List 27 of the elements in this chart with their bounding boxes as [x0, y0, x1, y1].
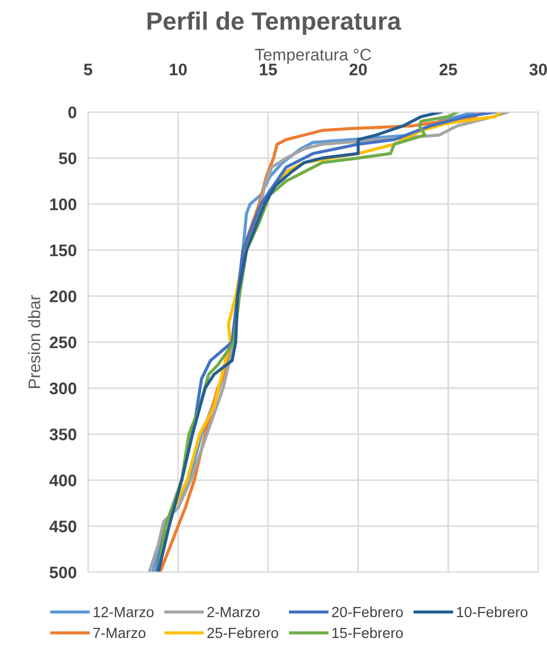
y-tick-label: 500: [50, 566, 76, 578]
legend-label: 7-Marzo: [93, 628, 146, 638]
y-tick-label: 300: [50, 382, 76, 394]
legend-label: 10-Febrero: [457, 606, 528, 618]
x-tick-label: 15: [260, 64, 277, 76]
x-tick-label: 25: [440, 64, 458, 76]
y-tick-label: 50: [58, 152, 76, 164]
legend-label: 20-Febrero: [332, 606, 403, 618]
x-tick-label: 20: [349, 64, 367, 76]
y-axis-title: Presion dbar: [28, 295, 40, 388]
chart-title: Perfil de Temperatura: [148, 12, 402, 35]
y-tick-label: 0: [68, 106, 76, 118]
x-tick-label: 5: [84, 64, 92, 76]
y-tick-label: 150: [50, 244, 76, 256]
x-axis-title: Temperatura °C: [255, 48, 371, 64]
y-tick-label: 250: [50, 336, 76, 348]
y-tick-label: 100: [50, 198, 76, 210]
x-tick-label: 10: [170, 64, 187, 76]
y-tick-label: 350: [50, 428, 76, 440]
legend-label: 15-Febrero: [332, 627, 403, 638]
y-tick-label: 450: [49, 520, 76, 532]
legend-label: 2-Marzo: [207, 606, 260, 618]
legend-label: 12-Marzo: [94, 606, 154, 618]
legend-label: 25-Febrero: [207, 627, 278, 638]
y-tick-label: 200: [50, 290, 76, 302]
y-tick-label: 400: [49, 474, 76, 486]
x-tick-label: 30: [529, 64, 547, 76]
